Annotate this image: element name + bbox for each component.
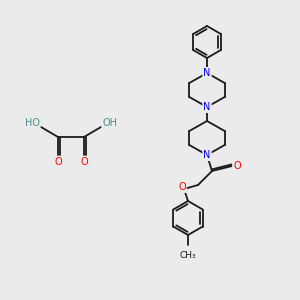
Text: N: N	[203, 68, 211, 78]
Text: N: N	[203, 150, 211, 160]
Text: O: O	[80, 157, 88, 167]
Text: CH₃: CH₃	[180, 251, 196, 260]
Text: O: O	[178, 182, 186, 192]
Text: OH: OH	[103, 118, 118, 128]
Text: O: O	[54, 157, 62, 167]
Text: N: N	[203, 102, 211, 112]
Text: HO: HO	[25, 118, 40, 128]
Text: O: O	[233, 161, 241, 171]
